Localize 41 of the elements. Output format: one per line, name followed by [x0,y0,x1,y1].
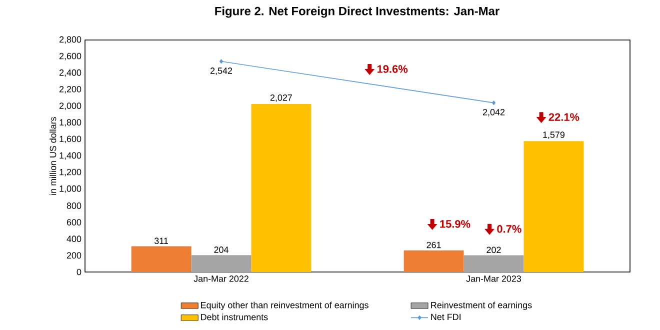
chart-title: Figure 2. Net Foreign Direct Investments: Jan-Mar [215,6,500,18]
legend-label: Equity other than reinvestment of earnings [201,302,368,310]
annotation: 0.7% [497,225,522,233]
y-tick-label: 2,800 [59,36,82,44]
y-tick-label: 1,600 [60,136,82,144]
y-tick-label: 1,800 [60,119,82,127]
y-tick-label: 1,000 [60,185,82,193]
y-tick-label: 400 [66,236,82,242]
annotation: 22.1% [548,113,580,121]
y-tick-label: 2,600 [59,52,82,60]
y-tick-label: 2,200 [59,86,82,94]
data-label: 2,542 [210,68,232,75]
bar [191,255,252,272]
data-label: 2,027 [270,94,292,102]
bar [464,255,524,272]
y-tick-label: 2,000 [59,102,82,110]
data-label: 1,579 [543,132,564,139]
data-label: 261 [426,242,441,248]
legend-label: Debt instruments [201,314,268,320]
legend-label: Net FDI [431,314,460,320]
x-tick-label: Jan-Mar 2023 [466,276,522,282]
annotation: 15.9% [440,220,470,228]
x-tick-label: Jan-Mar 2022 [194,276,248,282]
y-tick-label: 2,400 [59,69,82,77]
y-tick-label: 1,200 [60,168,82,176]
bar [524,141,584,272]
y-tick-label: 800 [66,202,82,209]
y-axis-title: in million US dollars [50,116,56,195]
data-label: 311 [154,238,168,244]
legend-label: Reinvestment of earnings [431,302,532,310]
y-tick-label: 200 [66,252,82,259]
y-tick-label: 600 [66,219,82,226]
y-tick-label: 1,400 [60,152,82,160]
annotation: 19.6% [377,65,408,73]
data-label: 204 [214,246,228,253]
data-label: 202 [486,246,501,254]
bar [131,246,192,272]
data-label: 2,042 [482,108,505,116]
bar [404,250,464,272]
bar [251,104,312,272]
y-tick-label: 0 [76,268,82,276]
